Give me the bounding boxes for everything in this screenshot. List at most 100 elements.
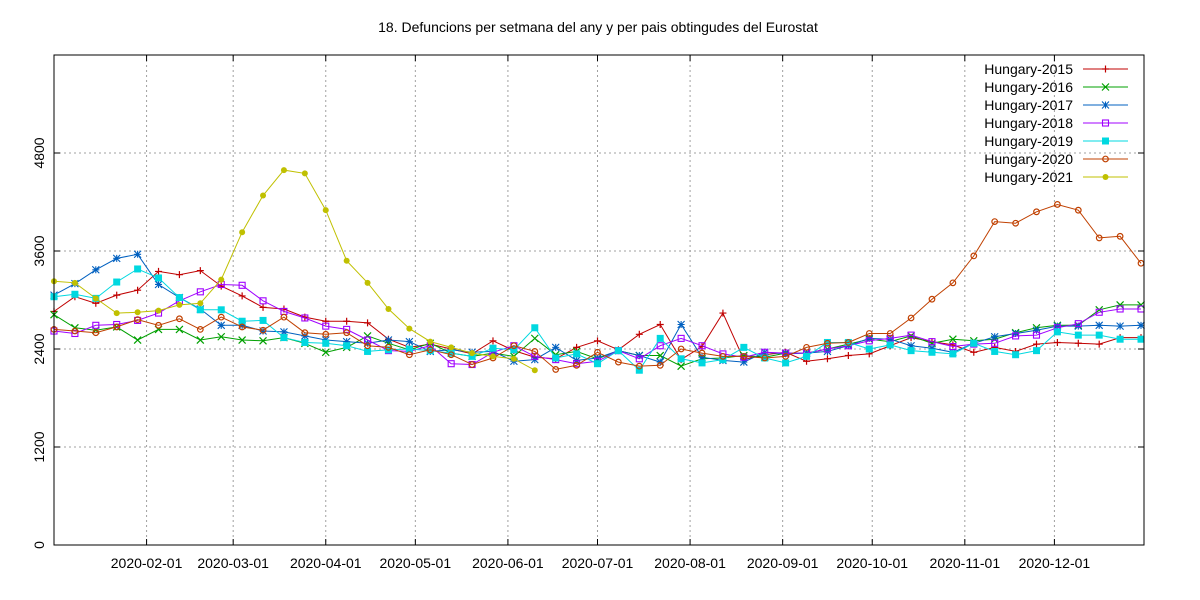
data-point [133,250,142,259]
data-point [531,367,538,374]
data-point [886,341,894,349]
data-point [656,361,664,369]
data-point [803,352,811,360]
data-point [238,317,246,325]
data-point [91,265,100,274]
data-point [133,336,142,344]
data-point [656,334,664,342]
data-point [907,341,915,350]
x-tick-label: 2020-12-01 [1019,555,1091,571]
data-point [71,290,79,298]
data-point [656,321,664,328]
data-point [280,327,288,336]
data-point [1116,322,1124,331]
series-hungary-2017 [50,250,1145,366]
data-point [489,344,497,352]
data-point [865,337,873,345]
data-point [615,358,622,366]
data-point [698,342,706,350]
data-point [175,325,184,334]
data-point [677,320,686,329]
data-point [155,321,162,329]
data-point [886,330,894,337]
data-point [155,307,162,314]
data-point [740,343,748,351]
data-point [1137,321,1145,330]
data-point [322,330,330,338]
data-point [385,305,392,312]
data-point [719,352,727,360]
data-point [1032,331,1041,339]
data-point [1095,308,1103,316]
data-point [824,339,831,347]
data-point [573,343,581,351]
data-point [343,257,350,264]
data-point [1116,305,1124,313]
data-point [823,355,831,363]
data-point [949,350,957,358]
legend-label: Hungary-2016 [984,79,1073,95]
x-tick-label: 2020-07-01 [562,555,634,571]
data-point [176,315,183,323]
data-point [280,167,287,174]
legend-marker [1101,119,1110,127]
data-point [1116,232,1124,240]
data-point [531,324,539,332]
data-point [698,349,706,357]
data-point [1053,322,1062,331]
legend-label: Hungary-2019 [984,133,1073,149]
data-point [530,334,539,343]
x-tick-label: 2020-06-01 [472,555,544,571]
legend-item: Hungary-2021 [984,169,1128,185]
x-tick-label: 2020-10-01 [836,555,908,571]
data-point [259,303,267,311]
data-point [886,335,895,344]
data-point [510,355,517,362]
legend-marker [1101,83,1110,91]
data-point [113,278,121,286]
legend-marker [1102,155,1109,163]
data-point [1116,335,1124,343]
data-point [928,295,936,303]
legend-item: Hungary-2019 [984,133,1128,149]
data-point [991,347,999,355]
data-point [259,316,267,324]
legend-marker [1102,137,1109,145]
data-point [739,358,748,366]
data-point [364,319,372,327]
data-point [635,330,643,338]
legend-label: Hungary-2017 [984,97,1073,113]
x-tick-label: 2020-11-01 [930,555,1001,571]
data-point [217,321,226,330]
data-point [238,281,246,289]
data-point [448,344,455,351]
data-point [928,344,936,353]
data-point [1012,219,1019,227]
legend: Hungary-2015 Hungary-2016 Hungary-2017 Hung… [984,61,1128,185]
data-point [176,301,183,308]
data-point [259,297,267,305]
data-point [1053,201,1061,208]
legend-marker [1102,65,1109,73]
data-point [594,348,601,356]
data-point [259,326,267,334]
data-point [635,366,643,374]
data-point [1032,347,1040,355]
data-point [552,366,560,373]
data-point [677,362,686,371]
grid [54,55,1144,545]
legend-label: Hungary-2018 [984,115,1073,131]
data-point [677,345,685,353]
data-point [573,361,581,369]
data-point [113,291,121,299]
x-tick-label: 2020-02-01 [111,555,183,571]
data-point [990,332,999,341]
legend-marker [1101,101,1110,109]
x-tick-label: 2020-04-01 [290,555,362,571]
data-point [405,337,414,346]
data-point [301,314,309,322]
plot-frame [53,54,1145,546]
data-point [238,292,246,300]
data-point [551,343,560,352]
